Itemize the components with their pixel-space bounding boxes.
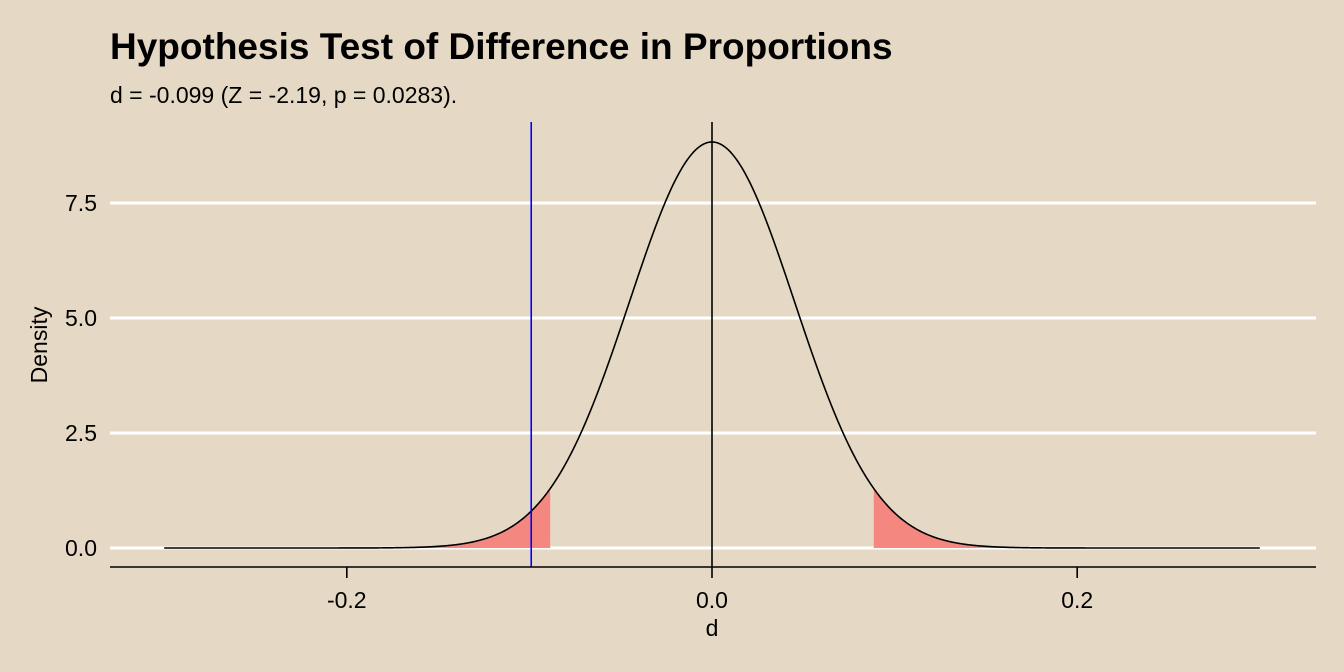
y-tick-label: 5.0 bbox=[65, 305, 97, 331]
y-tick-label: 7.5 bbox=[65, 190, 97, 216]
axes: 0.0 2.5 5.0 7.5 -0.2 0.0 0.2 bbox=[65, 190, 1316, 613]
x-axis-title: d bbox=[706, 615, 719, 641]
y-axis-title: Density bbox=[26, 306, 52, 383]
y-tick-label: 0.0 bbox=[65, 535, 97, 561]
y-tick-label: 2.5 bbox=[65, 420, 97, 446]
rejection-regions bbox=[419, 488, 1005, 548]
x-tick-label: 0.0 bbox=[696, 587, 728, 613]
rejection-region bbox=[873, 488, 1005, 548]
x-tick-label: -0.2 bbox=[327, 587, 367, 613]
x-tick-label: 0.2 bbox=[1061, 587, 1093, 613]
chart-subtitle: d = -0.099 (Z = -2.19, p = 0.0283). bbox=[110, 82, 458, 108]
grid-lines bbox=[110, 201, 1316, 550]
reference-lines bbox=[530, 122, 713, 567]
chart-title: Hypothesis Test of Difference in Proport… bbox=[110, 26, 893, 67]
rejection-region bbox=[419, 488, 551, 548]
